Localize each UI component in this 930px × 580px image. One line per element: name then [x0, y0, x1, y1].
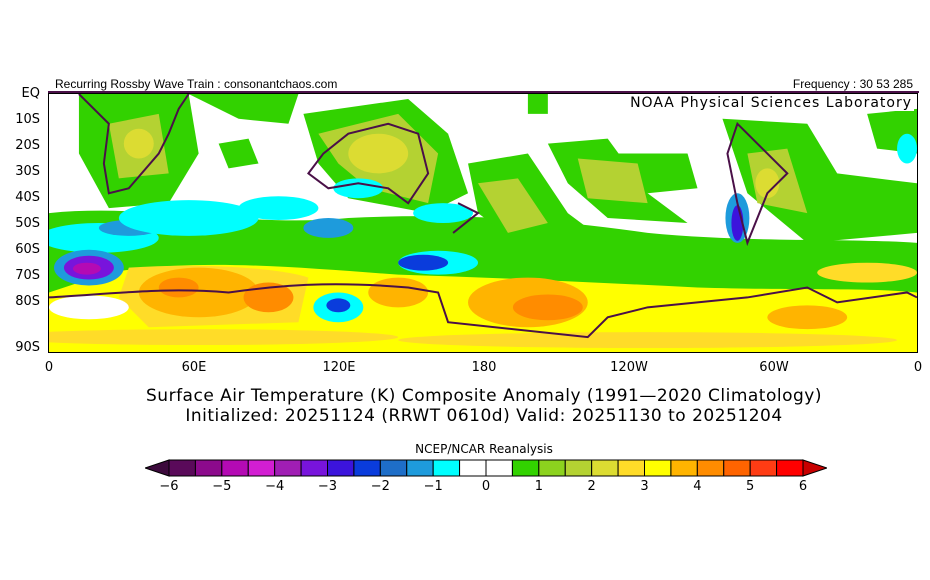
colorbar-label: 6: [798, 479, 808, 494]
colorbar-box: [776, 459, 804, 477]
plot-title: Surface Air Temperature (K) Composite An…: [146, 386, 822, 406]
colorbar-box: [406, 459, 434, 477]
lat-label: EQ: [21, 86, 40, 101]
colorbar-title: NCEP/NCAR Reanalysis: [415, 442, 553, 456]
colorbar-label: −4: [265, 479, 285, 494]
lat-label: 80S: [15, 294, 40, 309]
lon-label: 0: [44, 360, 54, 375]
credit-label: NOAA Physical Sciences Laboratory: [628, 95, 914, 111]
colorbar-over-triangle: [802, 459, 827, 477]
yellow-contours: [123, 128, 780, 199]
colorbar-label: −5: [212, 479, 232, 494]
colorbar-label: 0: [481, 479, 491, 494]
coastlines: [49, 94, 917, 339]
colorbar-box: [591, 459, 619, 477]
lon-label: 120W: [610, 360, 648, 375]
colorbar-box: [300, 459, 328, 477]
lat-label: 70S: [15, 268, 40, 283]
lat-label: 10S: [15, 112, 40, 127]
header-frequency: Frequency : 30 53 285: [792, 77, 913, 91]
lat-label: 90S: [15, 340, 40, 355]
colorbar-label: 2: [587, 479, 596, 494]
colorbar: [145, 459, 827, 477]
lat-label: 30S: [15, 164, 40, 179]
plot-subtitle: Initialized: 20251124 (RRWT 0610d) Valid…: [185, 406, 783, 426]
colorbar-label: 4: [693, 479, 702, 494]
colorbar-box: [432, 459, 461, 477]
cold-anomalies: [49, 133, 917, 286]
colorbar-box: [379, 459, 408, 477]
lat-label: 20S: [15, 138, 40, 153]
colorbar-box: [353, 459, 381, 477]
header-divider: [48, 91, 919, 93]
colorbar-label: −6: [159, 479, 179, 494]
colorbar-box: [274, 459, 302, 477]
colorbar-box: [749, 459, 778, 477]
southern-band: [49, 262, 917, 352]
colorbar-box: [696, 459, 725, 477]
colorbar-box: [723, 459, 751, 477]
colorbar-box: [247, 459, 276, 477]
lat-label: 40S: [15, 190, 40, 205]
colorbar-label: −3: [317, 479, 338, 494]
lat-label: 50S: [15, 216, 40, 231]
colorbar-label: −1: [423, 479, 443, 494]
lon-label: 180: [471, 360, 497, 375]
colorbar-box: [644, 459, 672, 477]
lon-label: 0: [913, 360, 923, 375]
colorbar-box: [511, 459, 540, 477]
colorbar-box: [670, 459, 698, 477]
lon-label: 60E: [181, 360, 207, 375]
colorbar-box: [485, 459, 513, 477]
colorbar-label: 1: [534, 479, 543, 494]
colorbar-under-triangle: [145, 459, 170, 477]
colorbar-label: 3: [640, 479, 649, 494]
lon-label: 60W: [759, 360, 789, 375]
colorbar-box: [327, 459, 355, 477]
colorbar-box: [168, 459, 196, 477]
lon-label: 120E: [322, 360, 356, 375]
colorbar-label: 5: [746, 479, 755, 494]
colorbar-box: [564, 459, 593, 477]
colorbar-box: [221, 459, 249, 477]
colorbar-box: [617, 459, 646, 477]
colorbar-box: [538, 459, 566, 477]
lat-label: 60S: [15, 242, 40, 257]
colorbar-box: [459, 459, 487, 477]
colorbar-label: −2: [370, 479, 390, 494]
colorbar-box: [194, 459, 223, 477]
yellowgreen-contours: [108, 113, 808, 233]
anomaly-map: [48, 93, 918, 353]
header-source: Recurring Rossby Wave Train : consonantc…: [55, 77, 338, 91]
